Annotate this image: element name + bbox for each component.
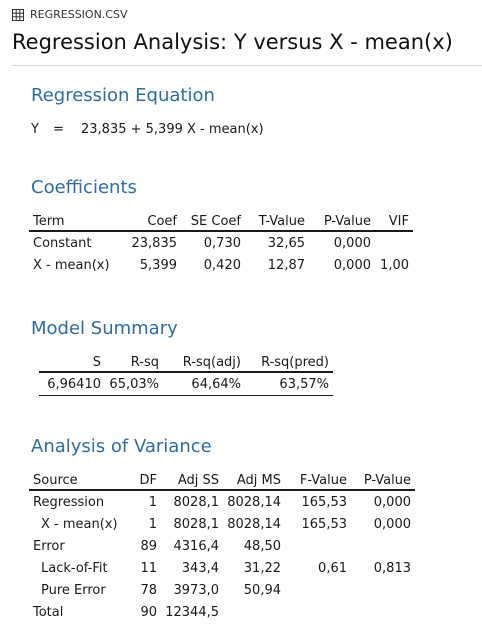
- table-row: Constant 23,835 0,730 32,65 0,000: [29, 231, 413, 254]
- table-cell: 32,65: [267, 235, 305, 251]
- table-cell: X - mean(x): [33, 257, 110, 273]
- table-row: 6,96410 65,03% 64,64% 63,57%: [39, 372, 333, 396]
- table-cell: Pure Error: [41, 582, 106, 598]
- table-cell: Constant: [33, 235, 92, 251]
- table-cell: [375, 231, 413, 254]
- table-cell: 12,87: [267, 257, 305, 273]
- column-header: Coef: [127, 214, 181, 232]
- table-cell: 78: [140, 582, 157, 598]
- table-cell: 0,000: [333, 235, 371, 251]
- column-header: DF: [129, 473, 161, 491]
- table-cell: [351, 601, 415, 623]
- table-cell: 8028,1: [173, 494, 220, 510]
- table-cell: 1: [148, 494, 157, 510]
- table-cell: Lack-of-Fit: [41, 560, 108, 576]
- equation-rhs: 23,835 + 5,399 X - mean(x): [81, 122, 264, 137]
- table-cell: 0,420: [203, 257, 241, 273]
- table-cell: 8028,14: [227, 516, 281, 532]
- table-cell: 165,53: [301, 516, 348, 532]
- table-cell: 0,000: [333, 257, 371, 273]
- table-grid-icon: [12, 8, 24, 21]
- table-cell: 3973,0: [173, 582, 220, 598]
- column-header: R-sq(adj): [163, 355, 245, 373]
- table-cell: [351, 579, 415, 601]
- table-row: Regression 1 8028,1 8028,14 165,53 0,000: [29, 490, 415, 513]
- table-cell: 31,22: [243, 560, 281, 576]
- coefficients-header-row: Term Coef SE Coef T-Value P-Value VIF: [29, 214, 413, 232]
- column-header: Term: [29, 214, 127, 232]
- table-cell: 90: [140, 604, 157, 620]
- table-cell: 0,000: [373, 516, 411, 532]
- regression-equation: Y = 23,835 + 5,399 X - mean(x): [31, 122, 264, 137]
- equation-lhs: Y: [31, 122, 39, 137]
- table-cell: [223, 601, 285, 623]
- table-cell: 65,03%: [105, 372, 163, 396]
- table-row: Total 90 12344,5: [29, 601, 415, 623]
- anova-table: Source DF Adj SS Adj MS F-Value P-Value …: [29, 473, 415, 623]
- column-header: F-Value: [285, 473, 351, 491]
- table-cell: 165,53: [301, 494, 348, 510]
- table-cell: [285, 535, 351, 557]
- column-header: Adj MS: [223, 473, 285, 491]
- table-cell: Total: [33, 604, 64, 620]
- table-cell: 0,000: [373, 494, 411, 510]
- table-cell: 11: [140, 560, 157, 576]
- table-cell: 8028,14: [227, 494, 281, 510]
- table-cell: 12344,5: [165, 604, 219, 620]
- page-title: Regression Analysis: Y versus X - mean(x…: [12, 30, 453, 54]
- column-header: T-Value: [245, 214, 309, 232]
- column-header: Source: [29, 473, 129, 491]
- table-cell: 23,835: [131, 235, 178, 251]
- table-cell: Error: [33, 538, 65, 554]
- table-cell: Regression: [33, 494, 105, 510]
- column-header: R-sq: [105, 355, 163, 373]
- summary-header-row: S R-sq R-sq(adj) R-sq(pred): [39, 355, 333, 373]
- column-header: R-sq(pred): [245, 355, 333, 373]
- column-header: VIF: [375, 214, 413, 232]
- section-title-coefficients: Coefficients: [31, 177, 137, 198]
- table-cell: [285, 601, 351, 623]
- column-header: S: [39, 355, 105, 373]
- section-title-summary: Model Summary: [31, 318, 178, 339]
- table-cell: 1,00: [380, 257, 409, 273]
- table-cell: 48,50: [243, 538, 281, 554]
- table-cell: 343,4: [181, 560, 219, 576]
- section-title-anova: Analysis of Variance: [31, 436, 212, 457]
- table-row: X - mean(x) 5,399 0,420 12,87 0,000 1,00: [29, 254, 413, 276]
- coefficients-table: Term Coef SE Coef T-Value P-Value VIF Co…: [29, 214, 413, 276]
- table-cell: [351, 535, 415, 557]
- table-cell: [285, 579, 351, 601]
- table-cell: 0,813: [373, 560, 411, 576]
- table-cell: 64,64%: [163, 372, 245, 396]
- column-header: P-Value: [351, 473, 415, 491]
- table-cell: 50,94: [243, 582, 281, 598]
- table-cell: 8028,1: [173, 516, 220, 532]
- anova-header-row: Source DF Adj SS Adj MS F-Value P-Value: [29, 473, 415, 491]
- column-header: Adj SS: [161, 473, 223, 491]
- table-cell: 0,730: [203, 235, 241, 251]
- table-row: Lack-of-Fit 11 343,4 31,22 0,61 0,813: [29, 557, 415, 579]
- table-row: X - mean(x) 1 8028,1 8028,14 165,53 0,00…: [29, 513, 415, 535]
- table-cell: 1: [148, 516, 157, 532]
- column-header: P-Value: [309, 214, 375, 232]
- table-cell: 6,96410: [39, 372, 105, 396]
- model-summary-table: S R-sq R-sq(adj) R-sq(pred) 6,96410 65,0…: [39, 355, 333, 396]
- file-name: REGRESSION.CSV: [30, 8, 128, 21]
- table-row: Pure Error 78 3973,0 50,94: [29, 579, 415, 601]
- section-title-equation: Regression Equation: [31, 85, 215, 106]
- table-cell: 5,399: [139, 257, 177, 273]
- table-cell: 0,61: [318, 560, 347, 576]
- table-cell: 4316,4: [173, 538, 220, 554]
- table-cell: 63,57%: [245, 372, 333, 396]
- equation-sign: =: [53, 122, 64, 137]
- title-divider: [12, 65, 482, 66]
- table-cell: X - mean(x): [41, 516, 118, 532]
- table-row: Error 89 4316,4 48,50: [29, 535, 415, 557]
- table-cell: 89: [140, 538, 157, 554]
- file-header: REGRESSION.CSV: [12, 8, 128, 21]
- column-header: SE Coef: [181, 214, 245, 232]
